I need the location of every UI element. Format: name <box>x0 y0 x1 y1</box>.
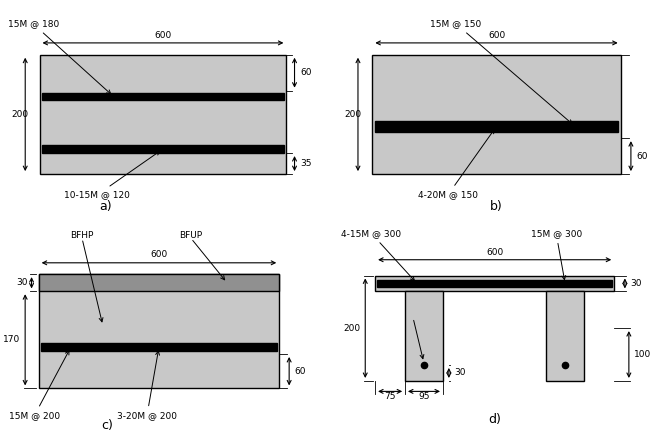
Text: BFHP: BFHP <box>71 231 93 240</box>
Bar <box>41 343 277 351</box>
Text: 10-15M @ 120: 10-15M @ 120 <box>65 151 160 199</box>
Text: 600: 600 <box>488 31 505 40</box>
Text: 60: 60 <box>294 367 306 376</box>
Text: 95: 95 <box>418 392 429 401</box>
Text: b): b) <box>490 200 503 213</box>
Bar <box>374 121 618 132</box>
Text: 60: 60 <box>300 68 311 77</box>
Bar <box>40 55 286 174</box>
Text: 30: 30 <box>16 278 28 287</box>
Text: 4-15M @ 300: 4-15M @ 300 <box>341 229 415 281</box>
Text: 4-20M @ 150: 4-20M @ 150 <box>418 129 495 199</box>
Text: 75: 75 <box>384 392 396 401</box>
Bar <box>42 93 284 100</box>
Text: 15M @ 200: 15M @ 200 <box>9 350 69 420</box>
Text: d): d) <box>489 413 501 426</box>
Text: 15M @ 300: 15M @ 300 <box>530 229 582 280</box>
Text: 200: 200 <box>343 324 360 333</box>
Text: 600: 600 <box>486 248 503 257</box>
Text: 30: 30 <box>630 279 642 288</box>
Text: 600: 600 <box>155 31 171 40</box>
Bar <box>42 146 284 153</box>
Bar <box>405 291 443 381</box>
Text: 35: 35 <box>300 159 311 168</box>
Bar <box>372 55 620 174</box>
Bar <box>377 280 612 287</box>
Text: c): c) <box>101 419 113 432</box>
Text: 30: 30 <box>454 368 466 378</box>
Text: 15M @ 180: 15M @ 180 <box>7 19 111 94</box>
Text: a): a) <box>99 200 112 213</box>
Text: 100: 100 <box>634 350 651 359</box>
Text: BFUP: BFUP <box>179 231 202 240</box>
Text: 200: 200 <box>11 110 28 119</box>
Text: 170: 170 <box>3 335 20 344</box>
Bar <box>546 291 584 381</box>
Text: 600: 600 <box>151 250 167 259</box>
Text: 60: 60 <box>636 152 648 161</box>
Bar <box>39 274 279 388</box>
Bar <box>39 274 279 291</box>
Bar <box>375 276 614 291</box>
Text: 200: 200 <box>344 110 361 119</box>
Text: 3-20M @ 200: 3-20M @ 200 <box>117 351 177 420</box>
Text: 15M @ 150: 15M @ 150 <box>430 19 572 124</box>
